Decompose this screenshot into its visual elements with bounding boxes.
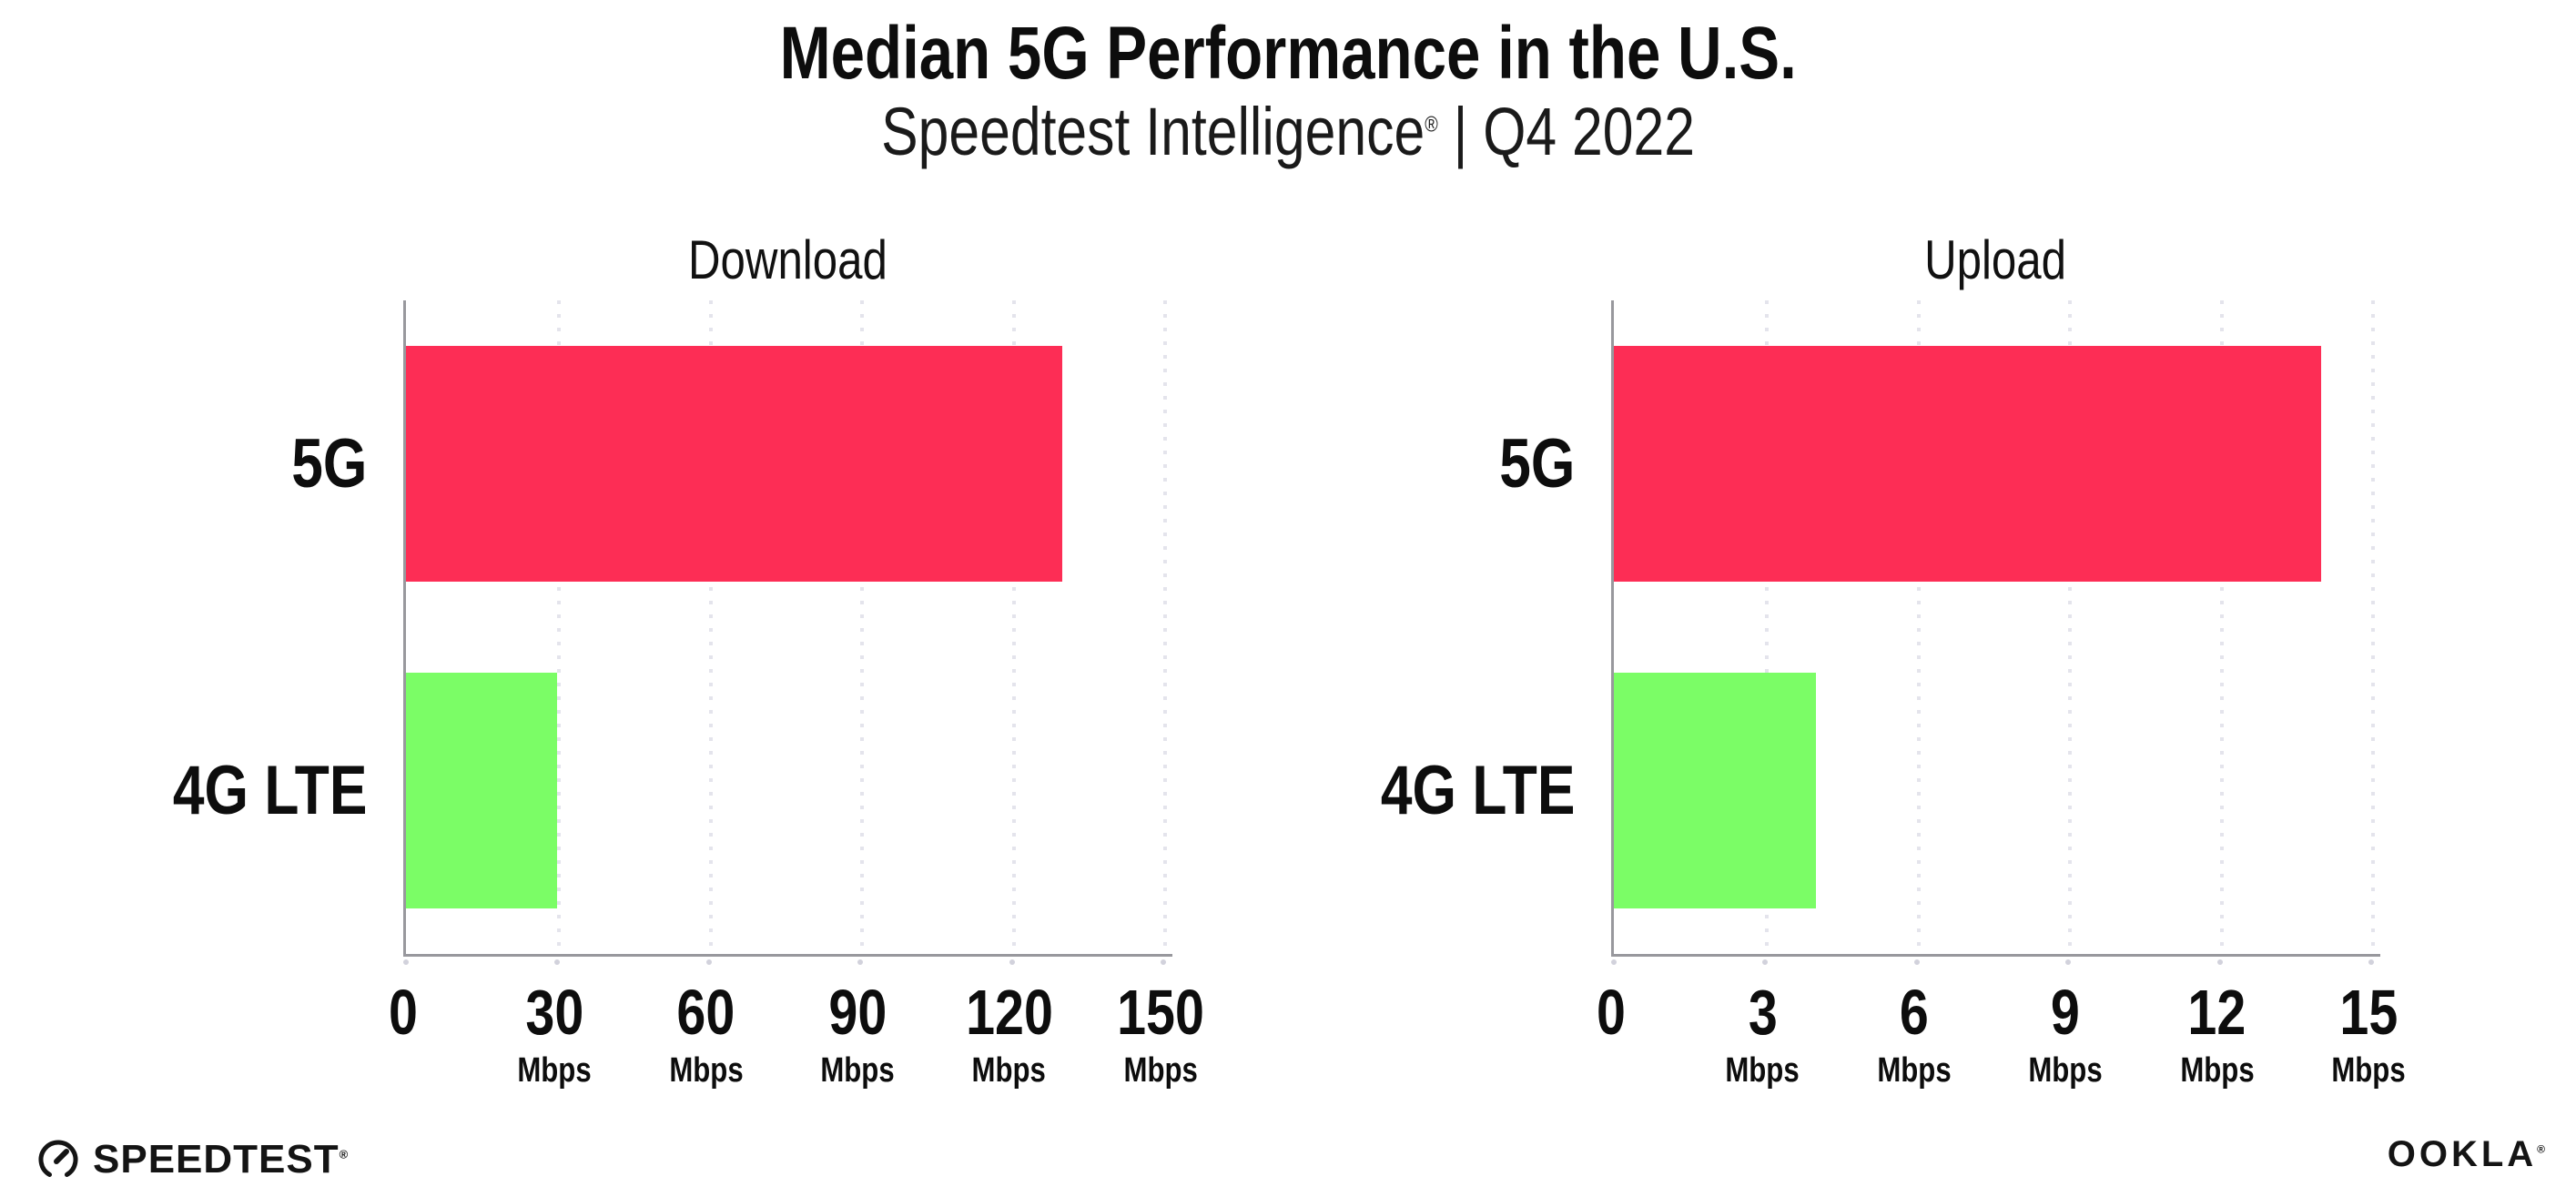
download-plot-row: 5G 4G LTE xyxy=(139,300,1172,965)
x-tick-unit: Mbps xyxy=(1123,1051,1198,1090)
gridline-90 xyxy=(860,300,865,954)
axis-tick-dot-15 xyxy=(2368,959,2374,965)
figure-subtitle: Speedtest Intelligence® | Q4 2022 xyxy=(0,93,2576,170)
x-tick-6: 6 Mbps xyxy=(1869,980,1959,1088)
gridline-60 xyxy=(708,300,713,954)
upload-chart: Upload 5G 4G LTE 0 3 Mbps 6 Mbps 9 Mbps 12 Mbps 15… xyxy=(1347,220,2406,1117)
download-plot-area xyxy=(403,300,1172,965)
download-x-axis: 0 30 Mbps 60 Mbps 90 Mbps 120 Mbps 150 Mbps xyxy=(389,957,1204,1117)
gridline-30 xyxy=(557,300,562,954)
axis-tick-dot-0 xyxy=(403,959,409,965)
x-tick-unit: Mbps xyxy=(971,1051,1047,1090)
registered-mark-icon: ® xyxy=(339,1147,350,1161)
x-tick-unit: Mbps xyxy=(2028,1051,2103,1090)
x-tick-value: 3 xyxy=(1748,977,1778,1048)
registered-mark-icon: ® xyxy=(2537,1142,2549,1156)
gridline-15 xyxy=(2371,300,2375,954)
x-tick-value: 120 xyxy=(965,977,1053,1048)
speedtest-gauge-icon xyxy=(38,1140,78,1177)
gridline-3 xyxy=(1765,300,1770,954)
bar-5g xyxy=(1614,346,2321,582)
axis-tick-dot-6 xyxy=(1913,959,1920,965)
x-tick-12: 12 Mbps xyxy=(2172,980,2262,1088)
ookla-wordmark: OOKLA xyxy=(2387,1134,2538,1174)
upload-y-axis-labels: 5G 4G LTE xyxy=(1347,300,1611,957)
upload-x-axis: 0 3 Mbps 6 Mbps 9 Mbps 12 Mbps 15 Mbps xyxy=(1597,957,2406,1117)
x-tick-unit: Mbps xyxy=(1877,1051,1952,1090)
x-tick-value: 0 xyxy=(389,977,418,1048)
axis-tick-dot-0 xyxy=(1611,959,1617,965)
x-tick-value: 90 xyxy=(828,977,887,1048)
x-tick-value: 0 xyxy=(1597,977,1626,1048)
x-tick-0: 0 xyxy=(386,980,421,1044)
x-tick-0: 0 xyxy=(1594,980,1629,1044)
axis-tick-dot-60 xyxy=(705,959,712,965)
x-tick-unit: Mbps xyxy=(820,1051,895,1090)
figure-title-text: Median 5G Performance in the U.S. xyxy=(779,12,1797,95)
bar-5g xyxy=(406,346,1063,582)
gridline-150 xyxy=(1163,300,1167,954)
gridline-9 xyxy=(2068,300,2073,954)
ookla-logo: OOKLA® xyxy=(2388,1134,2549,1175)
x-tick-unit: Mbps xyxy=(2179,1051,2255,1090)
figure-title: Median 5G Performance in the U.S. xyxy=(0,11,2576,96)
axis-tick-dot-9 xyxy=(2065,959,2072,965)
upload-chart-title: Upload xyxy=(1924,229,2067,290)
axis-tick-dot-120 xyxy=(1009,959,1015,965)
x-tick-150: 150 Mbps xyxy=(1108,980,1214,1088)
speedtest-wordmark: SPEEDTEST® xyxy=(93,1137,350,1182)
x-tick-3: 3 Mbps xyxy=(1718,980,1808,1088)
download-y-axis-labels: 5G 4G LTE xyxy=(139,300,403,957)
download-chart-title: Download xyxy=(688,229,887,290)
x-tick-60: 60 Mbps xyxy=(661,980,751,1088)
x-tick-value: 150 xyxy=(1117,977,1204,1048)
category-label-4g-lte: 4G LTE xyxy=(1380,752,1575,829)
x-tick-unit: Mbps xyxy=(2331,1051,2406,1090)
axis-tick-dot-30 xyxy=(554,959,561,965)
gridline-12 xyxy=(2219,300,2224,954)
x-tick-value: 9 xyxy=(2051,977,2081,1048)
axis-tick-dot-12 xyxy=(2216,959,2223,965)
upload-plot-row: 5G 4G LTE xyxy=(1347,300,2380,965)
axis-tick-dot-150 xyxy=(1161,959,1166,965)
registered-mark-icon: ® xyxy=(1425,112,1438,137)
x-tick-9: 9 Mbps xyxy=(2021,980,2111,1088)
category-label-4g-lte: 4G LTE xyxy=(172,752,367,829)
x-tick-120: 120 Mbps xyxy=(956,980,1062,1088)
x-tick-unit: Mbps xyxy=(1725,1051,1800,1090)
download-chart: Download 5G 4G LTE 0 30 Mbps 60 Mbps 90 Mbps 120… xyxy=(139,220,1204,1117)
category-label-5g: 5G xyxy=(1498,425,1575,502)
speedtest-logo: SPEEDTEST® xyxy=(36,1137,349,1182)
subtitle-brand: Speedtest Intelligence xyxy=(881,94,1425,169)
gridline-120 xyxy=(1011,300,1016,954)
x-tick-90: 90 Mbps xyxy=(813,980,903,1088)
bar-4g-lte xyxy=(406,673,558,908)
x-tick-30: 30 Mbps xyxy=(510,980,600,1088)
category-label-5g: 5G xyxy=(290,425,367,502)
gridline-6 xyxy=(1916,300,1921,954)
x-tick-value: 12 xyxy=(2187,977,2246,1048)
x-tick-value: 6 xyxy=(1899,977,1929,1048)
x-tick-value: 15 xyxy=(2339,977,2398,1048)
x-tick-15: 15 Mbps xyxy=(2323,980,2413,1088)
x-tick-value: 30 xyxy=(525,977,584,1048)
axis-tick-dot-3 xyxy=(1762,959,1769,965)
axis-tick-dot-90 xyxy=(857,959,864,965)
x-tick-unit: Mbps xyxy=(517,1051,593,1090)
x-tick-unit: Mbps xyxy=(669,1051,744,1090)
upload-plot-area xyxy=(1611,300,2380,965)
subtitle-quarter: | Q4 2022 xyxy=(1437,94,1695,169)
bar-4g-lte xyxy=(1614,673,1816,908)
x-tick-value: 60 xyxy=(676,977,735,1048)
